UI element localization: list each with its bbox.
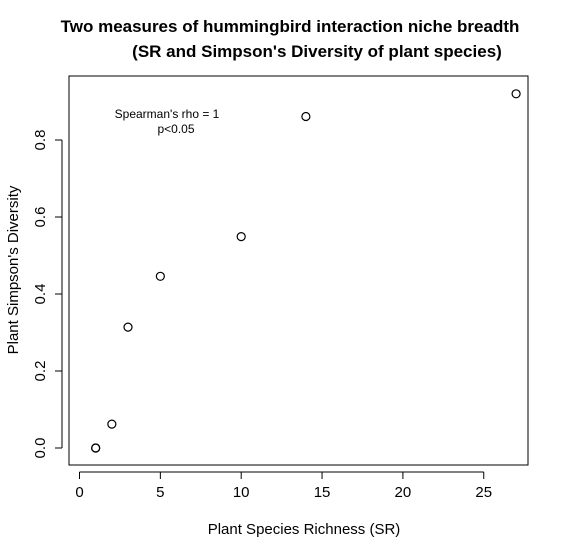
data-points [91, 89, 521, 453]
y-tick-label: 0.8 [32, 130, 49, 151]
x-tick-label: 5 [156, 484, 164, 501]
x-tick-label: 0 [75, 484, 83, 501]
y-axis: 0.0 0.2 0.4 0.6 0.8 [32, 130, 63, 459]
chart-title-line-1: Two measures of hummingbird interaction … [61, 17, 520, 36]
y-tick-label: 0.6 [32, 207, 49, 228]
data-point [511, 89, 521, 99]
data-point [123, 322, 133, 332]
y-tick-label: 0.2 [32, 361, 49, 382]
data-point [301, 111, 311, 122]
annotation-spearman: Spearman's rho = 1 [115, 107, 220, 121]
x-axis: 0 5 10 15 20 25 [75, 471, 492, 501]
data-point [91, 443, 101, 453]
x-tick-label: 10 [233, 484, 250, 501]
x-tick-label: 15 [314, 484, 331, 501]
y-axis-label: Plant Simpson's Diversity [5, 185, 22, 354]
plot-frame [68, 75, 529, 466]
data-point [107, 419, 117, 429]
data-point [155, 271, 165, 281]
x-tick-label: 20 [395, 484, 412, 501]
x-axis-label: Plant Species Richness (SR) [208, 521, 401, 538]
y-tick-label: 0.0 [32, 438, 49, 459]
data-point [236, 232, 246, 242]
x-tick-label: 25 [475, 484, 492, 501]
chart-title-line-2: (SR and Simpson's Diversity of plant spe… [132, 42, 502, 61]
y-tick-label: 0.4 [32, 284, 49, 305]
annotation-pvalue: p<0.05 [157, 122, 194, 136]
